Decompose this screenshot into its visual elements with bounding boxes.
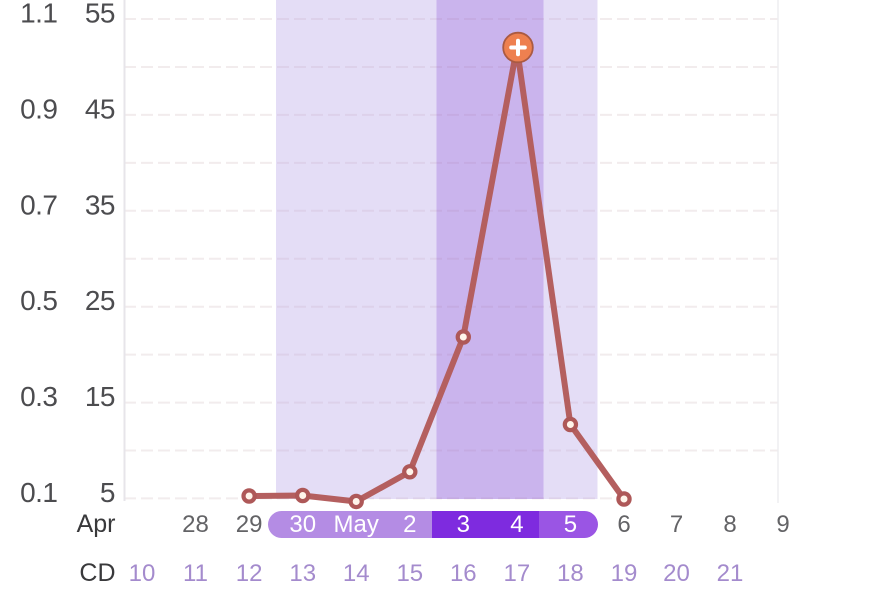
svg-text:Apr: Apr	[77, 510, 116, 538]
svg-text:11: 11	[183, 560, 208, 587]
svg-text:20: 20	[663, 560, 690, 587]
svg-text:28: 28	[182, 511, 209, 538]
svg-text:17: 17	[504, 560, 531, 587]
svg-text:14: 14	[343, 560, 370, 587]
svg-text:0.9: 0.9	[20, 93, 57, 124]
svg-text:21: 21	[717, 560, 744, 587]
svg-text:5: 5	[100, 477, 115, 508]
svg-text:CD: CD	[79, 559, 115, 587]
svg-text:18: 18	[557, 560, 584, 587]
svg-text:29: 29	[236, 511, 263, 538]
svg-text:9: 9	[776, 511, 789, 538]
svg-text:0.7: 0.7	[20, 189, 57, 220]
svg-text:45: 45	[85, 93, 115, 124]
svg-text:15: 15	[396, 560, 423, 587]
svg-text:3: 3	[457, 511, 470, 538]
svg-text:2: 2	[403, 511, 416, 538]
svg-text:4: 4	[510, 511, 523, 538]
svg-text:13: 13	[289, 560, 316, 587]
svg-text:1.1: 1.1	[20, 0, 57, 29]
svg-text:55: 55	[85, 0, 115, 29]
svg-text:19: 19	[611, 560, 638, 587]
svg-text:35: 35	[85, 189, 115, 220]
svg-text:15: 15	[85, 381, 115, 412]
svg-text:0.5: 0.5	[20, 285, 57, 316]
svg-text:10: 10	[129, 560, 156, 587]
svg-text:25: 25	[85, 285, 115, 316]
svg-text:16: 16	[450, 560, 477, 587]
svg-text:0.3: 0.3	[20, 381, 57, 412]
svg-text:6: 6	[617, 511, 630, 538]
svg-text:7: 7	[670, 511, 683, 538]
svg-text:May: May	[334, 511, 379, 538]
svg-text:30: 30	[289, 511, 316, 538]
svg-text:12: 12	[236, 560, 263, 587]
svg-text:0.1: 0.1	[20, 477, 57, 508]
svg-text:8: 8	[723, 511, 736, 538]
svg-text:5: 5	[564, 511, 577, 538]
